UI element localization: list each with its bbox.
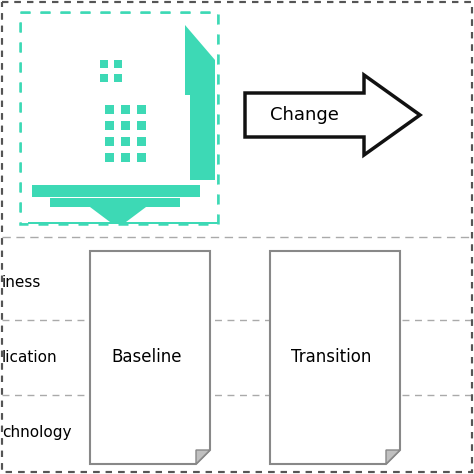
Polygon shape [185, 25, 215, 180]
Bar [121, 121, 130, 130]
Bar [137, 121, 146, 130]
Polygon shape [90, 251, 210, 464]
Bar [32, 185, 200, 197]
Bar [121, 137, 130, 146]
Bar [20, 12, 218, 224]
Bar [105, 105, 114, 114]
Bar [105, 121, 114, 130]
Bar [100, 60, 108, 68]
Bar [95, 55, 135, 100]
Bar [100, 74, 108, 82]
Bar [121, 105, 130, 114]
Bar [137, 105, 146, 114]
Text: Baseline: Baseline [111, 348, 182, 366]
Bar [121, 153, 130, 162]
Polygon shape [245, 75, 420, 155]
Bar [105, 153, 114, 162]
Bar [114, 60, 122, 68]
Text: Change: Change [270, 106, 339, 124]
Bar [0, 0, 474, 12]
Wedge shape [28, 222, 223, 417]
Text: Transition: Transition [292, 348, 372, 366]
Bar [20, 12, 218, 224]
Text: lication: lication [2, 350, 58, 365]
Polygon shape [90, 207, 146, 228]
Polygon shape [270, 251, 400, 464]
Polygon shape [196, 450, 210, 464]
Bar [50, 198, 180, 207]
Bar [137, 137, 146, 146]
Polygon shape [386, 450, 400, 464]
Text: chnology: chnology [2, 425, 72, 440]
Bar [95, 95, 190, 215]
Bar [114, 74, 122, 82]
Bar [137, 153, 146, 162]
Text: iness: iness [2, 275, 41, 290]
Bar [105, 137, 114, 146]
Bar [0, 0, 20, 474]
